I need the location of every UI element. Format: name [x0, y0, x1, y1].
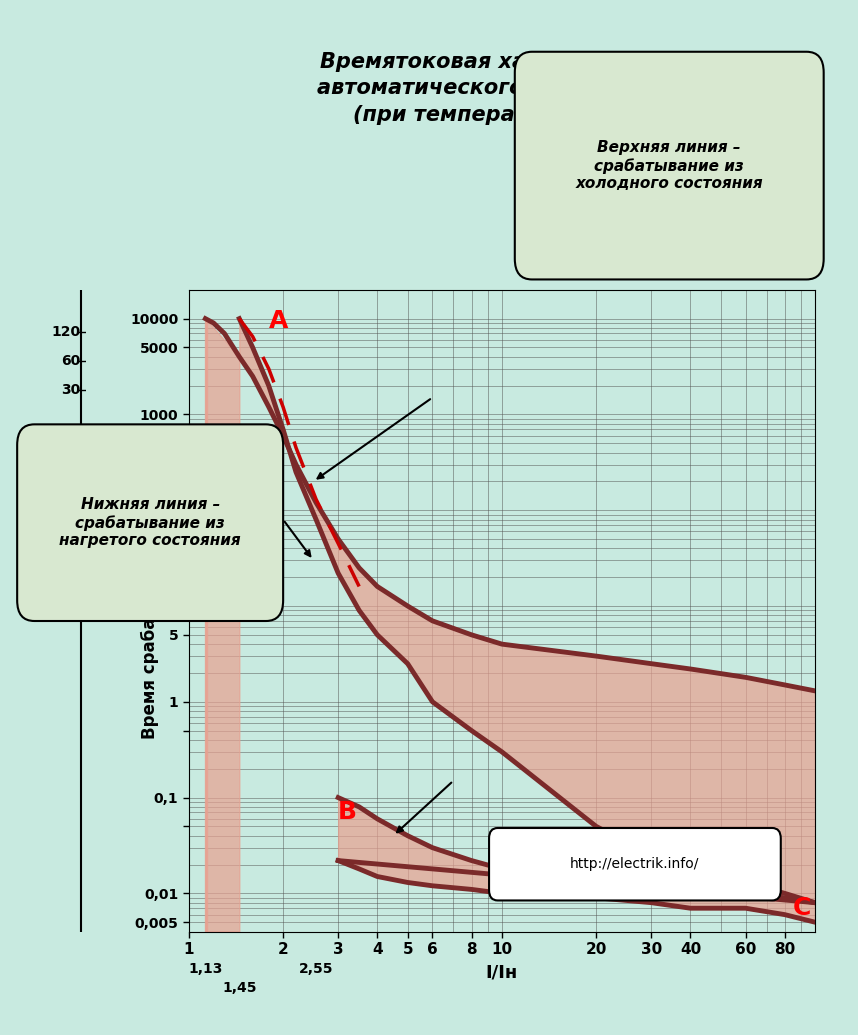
Text: 5: 5: [71, 457, 81, 472]
Text: А: А: [269, 308, 288, 333]
Text: http://electrik.info/: http://electrik.info/: [571, 857, 699, 871]
Text: Время срабатывания в сек: Время срабатывания в сек: [141, 482, 160, 739]
Text: 2,55: 2,55: [299, 963, 333, 976]
Text: Верхняя линия –
срабатывание из
холодного состояния: Верхняя линия – срабатывание из холодног…: [576, 141, 763, 190]
Text: 1,13: 1,13: [188, 963, 222, 976]
Text: 1,45: 1,45: [222, 981, 257, 996]
Text: 2: 2: [71, 496, 81, 509]
Text: Нижняя линия –
срабатывание из
нагретого состояния: Нижняя линия – срабатывание из нагретого…: [59, 498, 241, 548]
Text: Времятоковая характеристика
автоматического выключателя
(при температуре +30°C): Времятоковая характеристика автоматическ…: [317, 52, 696, 124]
Text: 1: 1: [71, 525, 81, 538]
Text: 10: 10: [61, 428, 81, 443]
X-axis label: I/Iн: I/Iн: [486, 964, 518, 982]
Text: С: С: [793, 895, 812, 920]
Text: 60: 60: [62, 354, 81, 368]
Text: 120: 120: [51, 325, 81, 339]
Text: В: В: [338, 800, 357, 824]
Text: 30: 30: [62, 383, 81, 397]
Text: мин: мин: [37, 434, 52, 467]
